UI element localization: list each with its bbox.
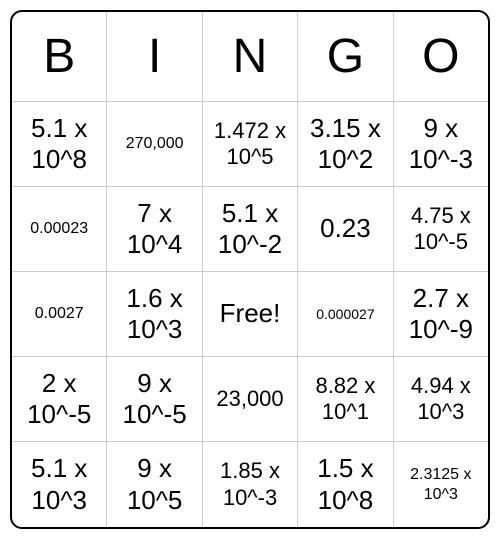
bingo-cell[interactable]: 270,000 xyxy=(107,102,202,187)
header-b: B xyxy=(12,12,107,102)
header-i: I xyxy=(107,12,202,102)
bingo-cell[interactable]: 9 x 10^-3 xyxy=(394,102,488,187)
bingo-row: 0.000237 x 10^45.1 x 10^-20.234.75 x 10^… xyxy=(12,187,488,272)
bingo-cell[interactable]: 1.472 x 10^5 xyxy=(203,102,298,187)
bingo-grid: 5.1 x 10^8270,0001.472 x 10^53.15 x 10^2… xyxy=(12,102,488,527)
bingo-header-row: B I N G O xyxy=(12,12,488,102)
bingo-cell[interactable]: 8.82 x 10^1 xyxy=(298,357,393,442)
bingo-cell[interactable]: 23,000 xyxy=(203,357,298,442)
bingo-cell[interactable]: 7 x 10^4 xyxy=(107,187,202,272)
bingo-row: 5.1 x 10^39 x 10^51.85 x 10^-31.5 x 10^8… xyxy=(12,442,488,527)
bingo-cell[interactable]: 2.3125 x 10^3 xyxy=(394,442,488,527)
bingo-cell[interactable]: 4.75 x 10^-5 xyxy=(394,187,488,272)
bingo-cell[interactable]: 2.7 x 10^-9 xyxy=(394,272,488,357)
bingo-cell[interactable]: 1.6 x 10^3 xyxy=(107,272,202,357)
bingo-cell[interactable]: 0.00023 xyxy=(12,187,107,272)
header-o: O xyxy=(394,12,488,102)
bingo-cell[interactable]: Free! xyxy=(203,272,298,357)
bingo-cell[interactable]: 5.1 x 10^8 xyxy=(12,102,107,187)
bingo-cell[interactable]: 2 x 10^-5 xyxy=(12,357,107,442)
bingo-cell[interactable]: 5.1 x 10^3 xyxy=(12,442,107,527)
bingo-cell[interactable]: 9 x 10^-5 xyxy=(107,357,202,442)
bingo-row: 5.1 x 10^8270,0001.472 x 10^53.15 x 10^2… xyxy=(12,102,488,187)
bingo-cell[interactable]: 1.5 x 10^8 xyxy=(298,442,393,527)
bingo-cell[interactable]: 0.0027 xyxy=(12,272,107,357)
bingo-cell[interactable]: 3.15 x 10^2 xyxy=(298,102,393,187)
header-g: G xyxy=(298,12,393,102)
bingo-cell[interactable]: 0.23 xyxy=(298,187,393,272)
bingo-cell[interactable]: 1.85 x 10^-3 xyxy=(203,442,298,527)
bingo-cell[interactable]: 4.94 x 10^3 xyxy=(394,357,488,442)
header-n: N xyxy=(203,12,298,102)
bingo-cell[interactable]: 9 x 10^5 xyxy=(107,442,202,527)
bingo-card: B I N G O 5.1 x 10^8270,0001.472 x 10^53… xyxy=(10,10,490,529)
bingo-row: 2 x 10^-59 x 10^-523,0008.82 x 10^14.94 … xyxy=(12,357,488,442)
bingo-cell[interactable]: 5.1 x 10^-2 xyxy=(203,187,298,272)
bingo-cell[interactable]: 0.000027 xyxy=(298,272,393,357)
bingo-row: 0.00271.6 x 10^3Free!0.0000272.7 x 10^-9 xyxy=(12,272,488,357)
